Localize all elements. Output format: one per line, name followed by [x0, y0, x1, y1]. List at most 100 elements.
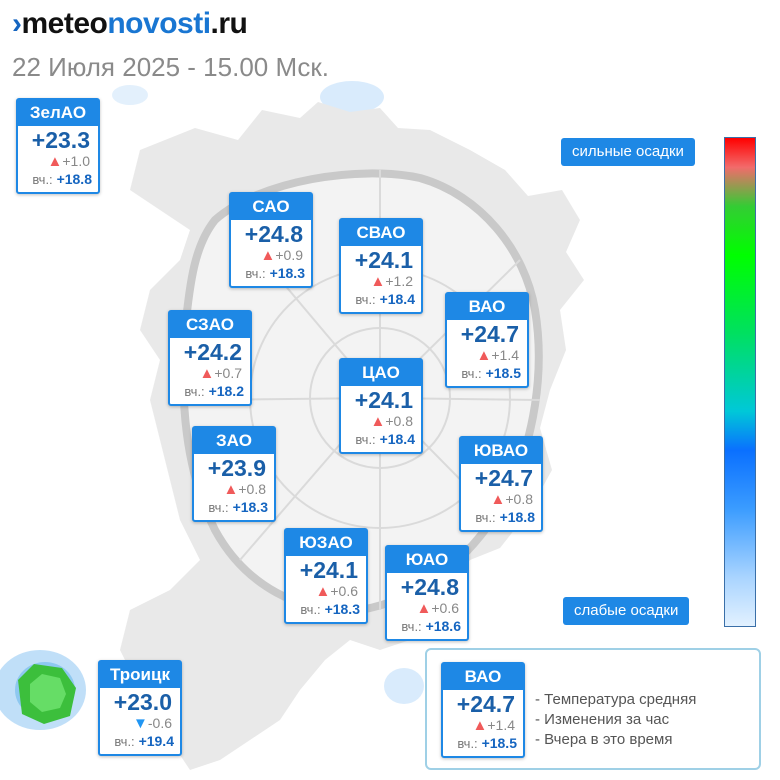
yesterday-row: вч.: +18.3 — [231, 264, 311, 283]
scale-label-light: слабые осадки — [563, 597, 690, 625]
hourly-change: ▲+1.4 — [443, 717, 523, 734]
change-value: +0.8 — [385, 413, 413, 429]
triangle-up-icon: ▲ — [416, 600, 432, 617]
yesterday-value: +18.5 — [485, 365, 521, 381]
district-card[interactable]: ЗАО +23.9 ▲+0.8 вч.: +18.3 — [192, 426, 276, 522]
change-value: +0.7 — [214, 365, 242, 381]
hourly-change: ▲+0.7 — [170, 365, 250, 382]
precip-patch — [320, 81, 384, 113]
hourly-change: ▲+0.8 — [341, 413, 421, 430]
logo-text-meteo: meteo — [21, 7, 108, 40]
yesterday-label: вч.: — [184, 384, 205, 399]
yesterday-row: вч.: +18.2 — [170, 382, 250, 401]
change-value: +0.8 — [238, 481, 266, 497]
yesterday-row: вч.: +18.8 — [461, 508, 541, 527]
yesterday-value: +18.8 — [56, 171, 92, 187]
change-value: +0.9 — [275, 247, 303, 263]
district-name: ЮАО — [387, 547, 467, 573]
district-name: Троицк — [100, 662, 180, 688]
precip-patch — [384, 668, 424, 704]
district-temp: +24.8 — [244, 221, 303, 247]
yesterday-label: вч.: — [208, 500, 229, 515]
yesterday-label: вч.: — [114, 734, 135, 749]
district-temp: +24.7 — [456, 691, 515, 717]
change-value: +1.4 — [487, 717, 515, 733]
legend-line-change: - Изменения за час — [535, 711, 670, 728]
change-value: +0.8 — [505, 491, 533, 507]
triangle-up-icon: ▲ — [223, 481, 239, 498]
yesterday-value: +18.3 — [232, 499, 268, 515]
hourly-change: ▲+0.9 — [231, 247, 311, 264]
district-temp: +23.3 — [31, 127, 90, 153]
logo-mark: › — [12, 7, 22, 40]
district-temp: +24.7 — [474, 465, 533, 491]
triangle-up-icon: ▲ — [370, 273, 386, 290]
district-name: ВАО — [447, 294, 527, 320]
district-temp: +24.1 — [354, 247, 413, 273]
triangle-up-icon: ▲ — [47, 153, 63, 170]
district-name: ВАО — [443, 664, 523, 690]
yesterday-value: +18.4 — [379, 431, 415, 447]
hourly-change: ▲+1.2 — [341, 273, 421, 290]
district-temp: +23.0 — [113, 689, 172, 715]
district-temp: +24.1 — [354, 387, 413, 413]
triangle-up-icon: ▲ — [490, 491, 506, 508]
yesterday-label: вч.: — [355, 432, 376, 447]
triangle-up-icon: ▲ — [476, 347, 492, 364]
change-value: +1.0 — [62, 153, 90, 169]
change-value: -0.6 — [147, 715, 172, 731]
precip-heavy — [30, 674, 66, 712]
district-name: ЗАО — [194, 428, 274, 454]
district-card[interactable]: ВАО +24.7 ▲+1.4 вч.: +18.5 — [445, 292, 529, 388]
scale-label-heavy: сильные осадки — [561, 138, 695, 166]
yesterday-row: вч.: +18.5 — [447, 364, 527, 383]
district-name: ЗелАО — [18, 100, 98, 126]
district-card[interactable]: ЮАО +24.8 ▲+0.6 вч.: +18.6 — [385, 545, 469, 641]
triangle-up-icon: ▲ — [472, 717, 488, 734]
triangle-up-icon: ▲ — [199, 365, 215, 382]
yesterday-value: +18.2 — [208, 383, 244, 399]
yesterday-row: вч.: +18.3 — [194, 498, 274, 517]
district-card[interactable]: Троицк +23.0 ▼-0.6 вч.: +19.4 — [98, 660, 182, 756]
yesterday-value: +18.5 — [481, 735, 517, 751]
legend-box: ВАО +24.7 ▲+1.4 вч.: +18.5 - Температура… — [425, 648, 761, 770]
yesterday-value: +19.4 — [138, 733, 174, 749]
yesterday-label: вч.: — [32, 172, 53, 187]
change-value: +1.2 — [385, 273, 413, 289]
change-value: +0.6 — [431, 600, 459, 616]
district-card[interactable]: СВАО +24.1 ▲+1.2 вч.: +18.4 — [339, 218, 423, 314]
district-card[interactable]: ЮЗАО +24.1 ▲+0.6 вч.: +18.3 — [284, 528, 368, 624]
district-card[interactable]: СЗАО +24.2 ▲+0.7 вч.: +18.2 — [168, 310, 252, 406]
triangle-down-icon: ▼ — [133, 715, 148, 732]
district-temp: +24.8 — [400, 574, 459, 600]
district-name: СВАО — [341, 220, 421, 246]
district-card[interactable]: ЗелАО +23.3 ▲+1.0 вч.: +18.8 — [16, 98, 100, 194]
district-card[interactable]: ЮВАО +24.7 ▲+0.8 вч.: +18.8 — [459, 436, 543, 532]
district-card[interactable]: ЦАО +24.1 ▲+0.8 вч.: +18.4 — [339, 358, 423, 454]
triangle-up-icon: ▲ — [260, 247, 276, 264]
district-temp: +23.9 — [207, 455, 266, 481]
hourly-change: ▲+0.8 — [461, 491, 541, 508]
yesterday-label: вч.: — [300, 602, 321, 617]
district-name: ЮЗАО — [286, 530, 366, 556]
district-name: САО — [231, 194, 311, 220]
district-name: ЮВАО — [461, 438, 541, 464]
yesterday-label: вч.: — [461, 366, 482, 381]
yesterday-value: +18.3 — [269, 265, 305, 281]
district-card[interactable]: САО +24.8 ▲+0.9 вч.: +18.3 — [229, 192, 313, 288]
logo-text-novosti: novosti — [107, 7, 211, 40]
yesterday-label: вч.: — [355, 292, 376, 307]
yesterday-row: вч.: +18.6 — [387, 617, 467, 636]
hourly-change: ▲+0.6 — [286, 583, 366, 600]
district-temp: +24.1 — [299, 557, 358, 583]
legend-line-yesterday: - Вчера в это время — [535, 731, 673, 748]
yesterday-value: +18.3 — [324, 601, 360, 617]
site-logo[interactable]: ›meteonovosti.ru — [12, 4, 248, 44]
yesterday-row: вч.: +18.4 — [341, 430, 421, 449]
precipitation-scale-bar — [724, 137, 756, 627]
yesterday-row: вч.: +18.4 — [341, 290, 421, 309]
district-name: СЗАО — [170, 312, 250, 338]
yesterday-value: +18.6 — [425, 618, 461, 634]
hourly-change: ▼-0.6 — [100, 715, 180, 732]
legend-descriptions: - Температура средняя - Изменения за час… — [535, 690, 696, 750]
